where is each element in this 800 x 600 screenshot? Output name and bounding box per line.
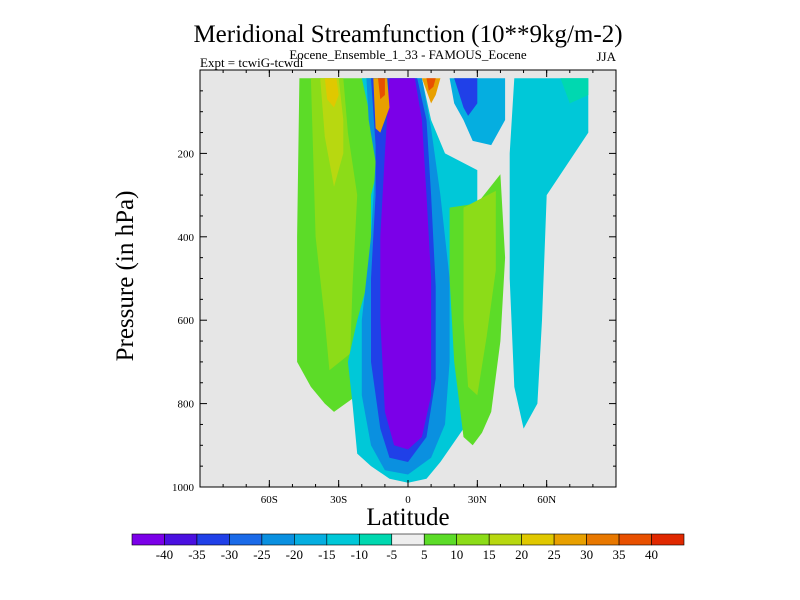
- field-positive-nh-jet: [421, 78, 441, 104]
- colorbar-label: 15: [483, 547, 496, 562]
- plot-area: [199, 69, 617, 488]
- colorbar-label: -20: [286, 547, 303, 562]
- field-positive-sh-mid: [310, 78, 358, 371]
- field-positive-sh-core: [320, 78, 344, 187]
- chart-subtitle-center: Eocene_Ensemble_1_33 - FAMOUS_Eocene: [289, 47, 527, 62]
- colorbar-box: [294, 533, 328, 546]
- x-tick-label: 0: [405, 494, 411, 506]
- field-negative-core: [380, 78, 432, 450]
- colorbar-label: 30: [580, 547, 593, 562]
- colorbar-label: -10: [351, 547, 368, 562]
- colorbar-box: [521, 533, 555, 546]
- colorbar-label: -35: [188, 547, 205, 562]
- field-negative-nh-core: [454, 78, 478, 116]
- y-tick-label: 1000: [172, 482, 195, 494]
- colorbar-box: [164, 533, 198, 546]
- colorbar-box: [553, 533, 587, 546]
- colorbar-box: [196, 533, 230, 546]
- colorbar-box: [488, 533, 522, 546]
- axis-ticks: 60S 30S 0 30N 60N 200 400 600 800 1000: [172, 70, 617, 506]
- colorbar-label: 20: [515, 547, 528, 562]
- streamfunction-field: [297, 78, 589, 483]
- colorbar-box: [423, 533, 458, 546]
- x-tick-label: 30S: [330, 494, 347, 506]
- field-positive-sh-peak: [324, 78, 339, 108]
- colorbar-box: [586, 533, 620, 546]
- field-negative-nh-outer: [509, 78, 589, 429]
- colorbar-label: 40: [645, 547, 658, 562]
- chart-subtitle-right: JJA: [596, 49, 616, 64]
- colorbar-box: [261, 533, 295, 546]
- colorbar-box: [229, 533, 263, 546]
- x-tick-label: 60N: [537, 494, 556, 506]
- colorbar-label: -25: [253, 547, 270, 562]
- colorbar-box: [651, 533, 685, 546]
- colorbar-box: [456, 533, 490, 546]
- x-tick-label: 30N: [468, 494, 487, 506]
- colorbar-box: [131, 533, 165, 546]
- colorbar-box: [358, 533, 393, 546]
- x-axis-label: Latitude: [366, 504, 449, 531]
- y-axis-label: Pressure (in hPa): [112, 191, 139, 362]
- colorbar-label: 35: [613, 547, 626, 562]
- colorbar-label: 25: [548, 547, 561, 562]
- field-positive-nh-lower-core: [463, 190, 496, 396]
- colorbar-box: [391, 533, 425, 546]
- colorbar: -40 -35 -30 -25 -20 -15 -10 -5 5 10 15 20 25 30 35 40: [131, 533, 685, 562]
- colorbar-label: -40: [156, 547, 173, 562]
- colorbar-label: -5: [386, 547, 397, 562]
- field-negative-nh-edge: [560, 78, 589, 104]
- chart-title: Meridional Streamfunction (10**9kg/m-2): [193, 21, 622, 48]
- colorbar-label: 10: [450, 547, 463, 562]
- y-tick-label: 200: [178, 148, 195, 160]
- field-positive-sh-jet: [373, 78, 390, 133]
- colorbar-label: -30: [221, 547, 238, 562]
- field-positive-nh-jet-core: [426, 78, 436, 91]
- y-tick-label: 400: [178, 232, 195, 244]
- colorbar-label: -15: [318, 547, 335, 562]
- field-positive-sh-jet-core: [378, 78, 385, 100]
- colorbar-label: 5: [421, 547, 428, 562]
- y-tick-label: 600: [178, 315, 195, 327]
- chart-subtitle-left: Expt = tcwiG-tcwdi: [200, 55, 304, 70]
- colorbar-box: [326, 533, 360, 546]
- y-tick-label: 800: [178, 399, 195, 411]
- x-tick-label: 60S: [261, 494, 278, 506]
- colorbar-box: [618, 533, 652, 546]
